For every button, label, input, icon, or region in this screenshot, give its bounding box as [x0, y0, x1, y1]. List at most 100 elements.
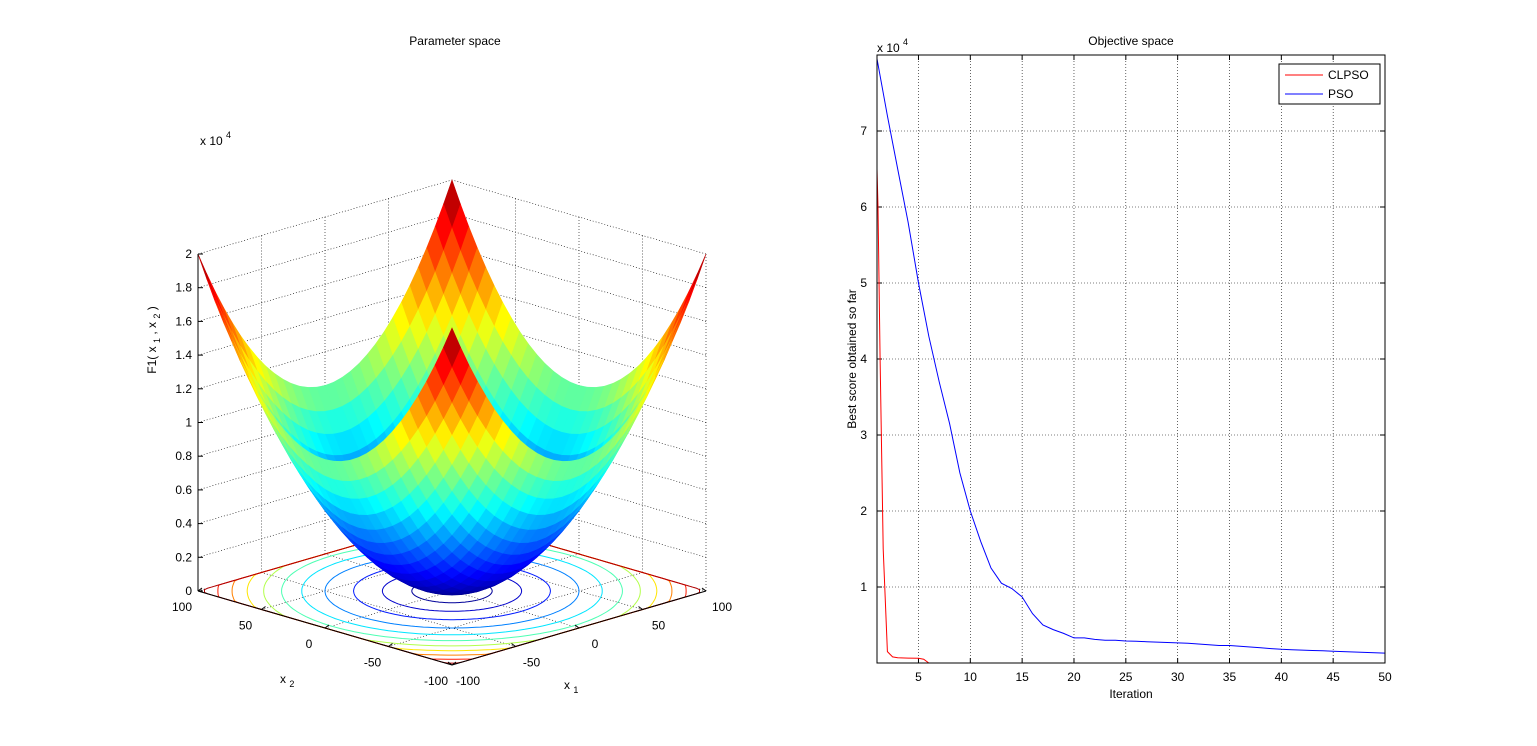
plot-frame: [876, 54, 1386, 664]
y-tick-mark: [261, 606, 266, 610]
x-tick-mark: [638, 606, 643, 610]
objective-x-tick-label: 10: [964, 670, 978, 684]
z-tick-label: 0: [185, 584, 192, 598]
objective-x-tick-label: 30: [1171, 670, 1185, 684]
legend-box: [1278, 63, 1381, 105]
line-chart-series: [876, 58, 1386, 664]
wall-grid-line: [197, 213, 453, 288]
y-tick-mark: [197, 587, 203, 592]
x-tick-label: -50: [523, 656, 541, 670]
y-tick-mark: [388, 643, 393, 647]
z-exponent-power: 4: [226, 130, 231, 140]
z-tick-label: 1.8: [175, 281, 192, 295]
y-exponent-prefix: x 10: [877, 41, 900, 55]
y-label-main: x: [280, 672, 286, 686]
z-tick-label: 1: [185, 416, 192, 430]
surface-axes: [197, 253, 707, 666]
objective-y-axis-label: Best score obtained so far: [845, 289, 859, 428]
x-tick-mark: [511, 643, 516, 647]
objective-x-tick-label: 5: [915, 670, 922, 684]
surface-patch: [214, 290, 233, 332]
wall-grid-line: [197, 280, 453, 356]
legend-label-pso: PSO: [1328, 87, 1353, 101]
surface-tick-labels: 0 0.2 0.4 0.6 0.8 1 1.2 1.4 1.6 1.8 2 -100 -50 0 50 100…: [172, 247, 732, 688]
y-tick-label: 0: [306, 637, 313, 651]
x-tick-mark: [447, 661, 453, 666]
z-tick-label: 1.2: [175, 382, 192, 396]
x-tick-label: 50: [652, 619, 666, 633]
z-label-main: F1( x: [145, 346, 159, 373]
objective-x-tick-label: 40: [1275, 670, 1289, 684]
z-tick-label: 1.4: [175, 348, 192, 362]
y-exponent-power: 4: [903, 37, 908, 47]
objective-y-tick-label: 4: [860, 352, 867, 366]
series-line-clpso: [876, 168, 930, 664]
objective-y-tick-label: 7: [860, 124, 867, 138]
z-tick-label: 0.8: [175, 449, 192, 463]
surface-patch: [443, 327, 461, 368]
y-tick-label: -100: [424, 674, 448, 688]
surface-mesh: [197, 179, 707, 596]
z-tick-label: 0.6: [175, 483, 192, 497]
z-tick-label: 2: [185, 247, 192, 261]
wall-grid-line: [451, 314, 707, 390]
surface-patch: [206, 273, 224, 316]
x-tick-label: 100: [712, 600, 732, 614]
objective-x-tick-label: 15: [1015, 670, 1029, 684]
wall-grid-line: [197, 247, 453, 322]
x-tick-mark: [701, 587, 707, 592]
objective-x-axis-label: Iteration: [1109, 687, 1152, 701]
surface-patch: [671, 290, 690, 332]
wall-grid-line: [451, 179, 707, 255]
wall-grid-line: [197, 179, 453, 255]
x-axis-label: x 1: [564, 678, 578, 695]
objective-y-tick-label: 2: [860, 504, 867, 518]
x-label-sub: 1: [573, 685, 578, 695]
objective-x-tick-label: 25: [1119, 670, 1133, 684]
wall-grid-line: [197, 483, 453, 558]
z-tick-label: 0.4: [175, 517, 192, 531]
objective-space-title: Objective space: [1088, 34, 1174, 48]
wall-grid-line: [451, 247, 707, 322]
z-exponent-label: x 10 4: [200, 130, 231, 148]
objective-x-tick-label: 35: [1223, 670, 1237, 684]
y-tick-label: 50: [239, 619, 253, 633]
wall-grid-line: [197, 314, 453, 390]
x-tick-label: -100: [456, 674, 480, 688]
objective-x-tick-label: 45: [1326, 670, 1340, 684]
parameter-space-title: Parameter space: [409, 34, 501, 48]
z-exponent-prefix: x 10: [200, 134, 223, 148]
floor-grid-line: [388, 572, 643, 647]
x-tick-label: 0: [592, 637, 599, 651]
y-label-sub: 2: [289, 679, 294, 689]
objective-y-tick-label: 6: [860, 200, 867, 214]
objective-y-tick-label: 5: [860, 276, 867, 290]
y-exponent-label: x 10 4: [877, 37, 908, 55]
z-label-sub2: 2: [152, 314, 162, 319]
y-tick-label: 100: [172, 600, 192, 614]
y-tick-mark: [451, 661, 457, 666]
wall-grid-line: [451, 280, 707, 356]
legend: CLPSO PSO: [1278, 63, 1381, 105]
objective-y-tick-label: 1: [860, 580, 867, 594]
z-tick-label: 1.6: [175, 314, 192, 328]
x-label-main: x: [564, 678, 570, 692]
objective-x-tick-label: 50: [1378, 670, 1392, 684]
y-tick-label: -50: [364, 656, 382, 670]
objective-y-tick-label: 3: [860, 428, 867, 442]
surface-patch: [680, 273, 698, 316]
z-tick-label: 0.2: [175, 550, 192, 564]
z-label-sub1: 1: [152, 338, 162, 343]
series-line-pso: [876, 58, 1386, 654]
y-tick-mark: [324, 624, 330, 629]
objective-x-tick-label: 20: [1067, 670, 1081, 684]
y-axis-label: x 2: [280, 672, 294, 689]
z-label-mid: , x: [145, 322, 159, 335]
z-axis-label: F1( x 1 , x 2 ): [145, 306, 163, 373]
z-label-end: ): [145, 306, 159, 310]
parameter-space-plot: 0 0.2 0.4 0.6 0.8 1 1.2 1.4 1.6 1.8 2 -100 -50 0 50 100…: [145, 34, 732, 695]
wall-grid-line: [451, 213, 707, 288]
